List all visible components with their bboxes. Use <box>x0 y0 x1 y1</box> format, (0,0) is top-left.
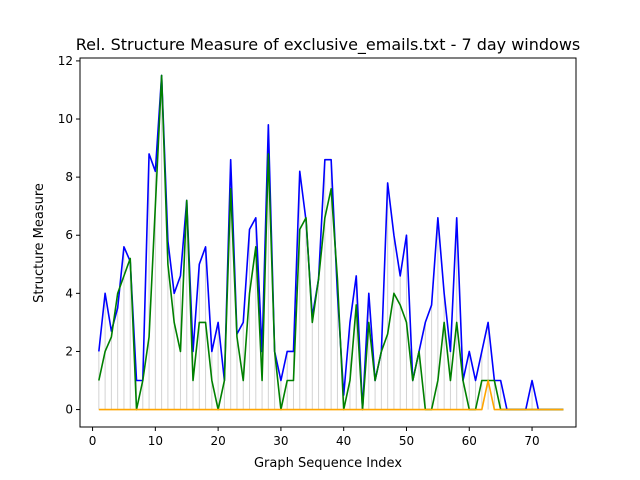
x-tick-label: 40 <box>336 434 351 448</box>
x-tick-label: 10 <box>148 434 163 448</box>
plot-frame <box>79 57 577 428</box>
y-tick-label: 12 <box>58 54 73 68</box>
series-line-3 <box>98 379 564 411</box>
x-tick-label: 70 <box>524 434 539 448</box>
x-axis-label: Graph Sequence Index <box>254 456 402 471</box>
y-axis-ticks: 0 2 4 6 8 10 12 <box>58 54 80 417</box>
x-tick-label: 0 <box>89 434 97 448</box>
y-tick-label: 10 <box>58 112 73 126</box>
y-tick-label: 2 <box>65 344 73 358</box>
y-tick-label: 6 <box>65 228 73 242</box>
y-axis-label: Structure Measure <box>32 183 47 303</box>
series-group <box>98 74 564 411</box>
y-tick-label: 4 <box>65 286 73 300</box>
x-tick-label: 50 <box>399 434 414 448</box>
series-line-1 <box>98 74 564 411</box>
y-tick-label: 0 <box>65 403 73 417</box>
y-tick-label: 8 <box>65 170 73 184</box>
series-line-2 <box>98 74 564 411</box>
x-tick-label: 30 <box>273 434 288 448</box>
x-axis-ticks: 0 10 20 30 40 50 60 70 <box>89 427 540 448</box>
chart-title: Rel. Structure Measure of exclusive_emai… <box>76 35 581 55</box>
x-tick-label: 20 <box>210 434 225 448</box>
stem-group <box>98 75 533 410</box>
x-tick-label: 60 <box>462 434 477 448</box>
